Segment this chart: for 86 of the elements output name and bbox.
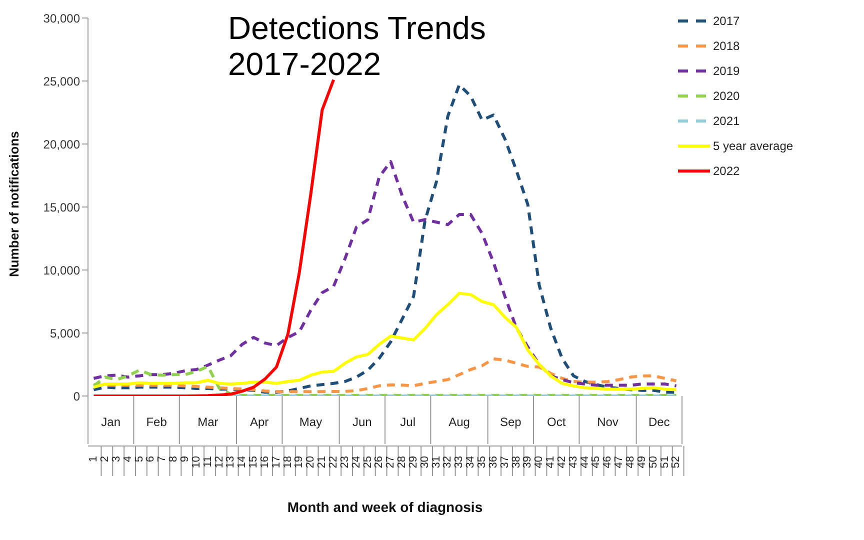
- text: Feb: [146, 415, 168, 429]
- x-tick-label: 18: [282, 456, 294, 468]
- x-tick-label: 46: [602, 456, 614, 468]
- x-tick-label: 45: [590, 456, 602, 468]
- x-tick-label: 34: [464, 456, 477, 468]
- y-tick-label: 10,000: [43, 263, 80, 278]
- x-tick-label: 40: [533, 456, 546, 468]
- x-tick-label: 44: [578, 456, 591, 468]
- text: Apr: [250, 415, 269, 429]
- x-tick-label: 20: [304, 456, 317, 468]
- x-tick-label: 38: [510, 456, 522, 468]
- x-axis-title: Month and week of diagnosis: [287, 499, 483, 515]
- y-tick-label: 0: [73, 389, 80, 404]
- x-tick-label: 22: [328, 456, 340, 468]
- legend-label: 2021: [713, 114, 740, 128]
- x-tick-label: 19: [293, 456, 306, 468]
- line-series: [92, 160, 678, 388]
- x-tick-label: 15: [248, 456, 260, 468]
- x-tick-label: 36: [487, 456, 500, 468]
- text: Sep: [500, 415, 522, 429]
- x-tick-label: 7: [156, 456, 168, 462]
- x-tick-label: 12: [213, 456, 226, 468]
- x-tick-label: 28: [396, 456, 408, 468]
- x-tick-label: 11: [202, 456, 214, 468]
- legend-label: 2022: [713, 164, 740, 178]
- x-tick-label: 13: [224, 456, 237, 468]
- text: Jan: [101, 415, 121, 429]
- text: Aug: [448, 415, 470, 429]
- legend-label: 5 year average: [713, 138, 794, 152]
- text: Nov: [597, 415, 618, 429]
- legend-label: 2019: [713, 64, 740, 78]
- x-tick-label: 41: [544, 456, 557, 468]
- text: Dec: [648, 415, 670, 429]
- x-tick-label: 10: [190, 456, 202, 468]
- x-tick-label: 51: [658, 456, 671, 468]
- x-tick-label: 33: [453, 456, 466, 468]
- line-series: [92, 364, 678, 396]
- line-series: [92, 357, 678, 394]
- x-tick-label: 35: [476, 456, 488, 468]
- x-tick-label: 43: [567, 456, 580, 468]
- x-tick-label: 16: [258, 456, 271, 468]
- x-tick-label: 26: [373, 456, 386, 468]
- x-tick-label: 37: [498, 456, 511, 468]
- y-tick-label: 5,000: [50, 326, 80, 340]
- x-tick-label: 4: [122, 456, 134, 462]
- x-tick-label: 31: [430, 456, 442, 468]
- x-tick-label: 29: [407, 456, 420, 468]
- x-tick-label: 5: [133, 456, 146, 462]
- chart-title: Detections Trends 2017-2022: [228, 10, 486, 82]
- legend-label: 2017: [713, 14, 740, 28]
- x-tick-label: 14: [236, 456, 248, 468]
- line-series: [92, 78, 336, 396]
- x-tick-label: 6: [144, 456, 157, 462]
- x-tick-label: 2: [99, 456, 112, 462]
- y-tick-label: 20,000: [43, 137, 80, 152]
- text: Mar: [198, 415, 218, 429]
- x-tick-label: 50: [647, 456, 660, 468]
- y-tick-label: 25,000: [43, 74, 80, 88]
- x-tick-label: 1: [88, 456, 100, 462]
- y-tick-label: 30,000: [43, 11, 80, 26]
- text: May: [299, 415, 322, 429]
- line-series: [92, 292, 678, 392]
- legend-label: 2020: [713, 88, 740, 102]
- x-tick-label: 49: [636, 456, 648, 468]
- y-axis-title: Number of notifications: [6, 131, 22, 277]
- x-tick-label: 24: [350, 456, 362, 468]
- x-tick-label: 32: [442, 456, 454, 468]
- text: Jul: [400, 415, 416, 429]
- text: Jun: [352, 415, 372, 429]
- y-tick-label: 15,000: [43, 200, 80, 214]
- x-tick-label: 52: [670, 456, 682, 468]
- x-tick-label: 39: [522, 456, 534, 468]
- x-tick-label: 9: [179, 456, 191, 462]
- x-tick-label: 3: [110, 456, 122, 462]
- x-tick-label: 30: [418, 456, 431, 468]
- x-tick-label: 47: [613, 456, 626, 468]
- text: Oct: [547, 415, 566, 429]
- x-tick-label: 23: [338, 456, 351, 468]
- x-tick-label: 48: [624, 456, 636, 468]
- x-tick-label: 21: [316, 456, 328, 468]
- x-tick-label: 27: [384, 456, 397, 468]
- legend-label: 2018: [713, 38, 740, 52]
- x-tick-label: 25: [362, 456, 374, 468]
- x-tick-label: 8: [168, 456, 180, 462]
- x-tick-label: 42: [556, 456, 568, 468]
- x-tick-label: 17: [270, 456, 282, 468]
